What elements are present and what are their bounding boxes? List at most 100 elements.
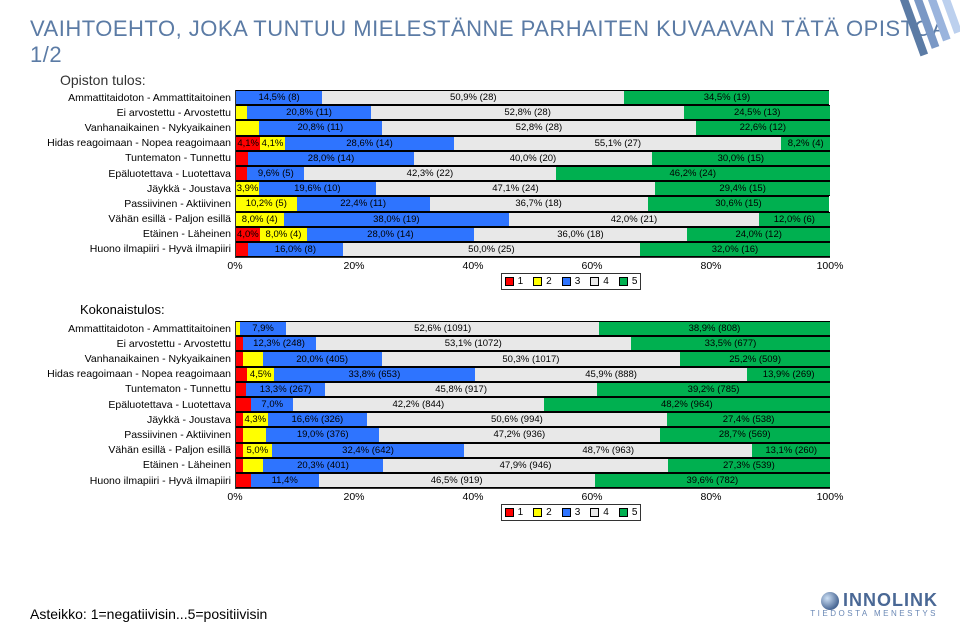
- chart-row: Ammattitaidoton - Ammattitaitoinen14,5% …: [30, 90, 830, 105]
- segment-label: 9,6% (5): [258, 168, 294, 179]
- bar-segment: 55,1% (27): [454, 136, 781, 151]
- bar-segment: 16,6% (326): [268, 412, 367, 427]
- axis-tick: 60%: [581, 491, 602, 503]
- axis-tick: 20%: [343, 491, 364, 503]
- segment-label: 53,1% (1072): [445, 338, 502, 349]
- segment-label: 4,0%: [237, 229, 259, 240]
- segment-label: 45,9% (888): [585, 369, 637, 380]
- bar-segment: 8,0% (4): [260, 227, 308, 242]
- bar-segment: 16,0% (8): [248, 242, 343, 257]
- segment-label: 42,2% (844): [392, 399, 444, 410]
- bar-segment: 12,3% (248): [243, 336, 316, 351]
- bar-segment: 4,5%: [247, 367, 274, 382]
- bar-segment: 28,6% (14): [285, 136, 455, 151]
- segment-label: 42,0% (21): [611, 214, 657, 225]
- row-label: Hidas reagoimaan - Nopea reagoimaan: [30, 137, 235, 149]
- segment-label: 7,9%: [252, 323, 274, 334]
- bar-segment: 22,6% (12): [696, 120, 830, 135]
- chart-row: Passiivinen - Aktiivinen19,0% (376)47,2%…: [30, 427, 830, 442]
- chart-row: Vanhanaikainen - Nykyaikainen20,8% (11)5…: [30, 120, 830, 135]
- bar-segment: 34,5% (19): [624, 90, 829, 105]
- bar-area: 19,0% (376)47,2% (936)28,7% (569): [235, 427, 830, 442]
- bar-segment: 38,9% (808): [599, 321, 830, 336]
- legend: 1 23 45: [501, 504, 641, 521]
- bar-segment: 9,6% (5): [247, 166, 304, 181]
- bar-segment: 11,4%: [251, 473, 319, 488]
- row-label: Epäluotettava - Luotettava: [30, 168, 235, 180]
- legend-item: 3: [562, 507, 581, 518]
- bar-segment: 25,2% (509): [680, 351, 830, 366]
- axis-tick: 80%: [700, 260, 721, 272]
- segment-label: 52,8% (28): [516, 122, 562, 133]
- legend-swatch: [533, 508, 542, 517]
- row-label: Vanhanaikainen - Nykyaikainen: [30, 353, 235, 365]
- bar-area: 20,8% (11) 52,8% (28) 22,6% (12): [235, 120, 830, 135]
- bar-segment: 30,6% (15): [648, 196, 830, 211]
- bar-segment: 19,0% (376): [266, 427, 379, 442]
- bar-segment: 4,1%: [260, 136, 284, 151]
- segment-label: 24,0% (12): [735, 229, 781, 240]
- bar-segment: 50,3% (1017): [382, 351, 681, 366]
- bar-segment: 50,9% (28): [322, 90, 624, 105]
- bar-segment: [236, 382, 246, 397]
- bar-area: 4,1%4,1%28,6% (14)55,1% (27)8,2% (4): [235, 136, 830, 151]
- legend-label: 2: [546, 276, 552, 287]
- legend-label: 4: [603, 507, 609, 518]
- chart1-subtitle: Opiston tulos:: [0, 72, 960, 88]
- bar-area: 7,0%42,2% (844)48,2% (964): [235, 397, 830, 412]
- segment-label: 50,9% (28): [450, 92, 496, 103]
- segment-label: 28,6% (14): [346, 138, 392, 149]
- brand-name: INNOLINK: [843, 590, 938, 610]
- bar-segment: [236, 473, 251, 488]
- chart-row: Passiivinen - Aktiivinen10,2% (5)22,4% (…: [30, 196, 830, 211]
- segment-label: 13,9% (269): [763, 369, 815, 380]
- chart-row: Tuntematon - Tunnettu13,3% (267)45,8% (9…: [30, 382, 830, 397]
- legend-item: 1: [505, 507, 524, 518]
- axis-tick: 100%: [817, 491, 844, 503]
- chart-row: Ei arvostettu - Arvostettu12,3% (248)53,…: [30, 336, 830, 351]
- bar-segment: 7,9%: [240, 321, 287, 336]
- chart-row: Tuntematon - Tunnettu28,0% (14)40,0% (20…: [30, 151, 830, 166]
- legend-item: 2: [533, 276, 552, 287]
- chart-row: Ammattitaidoton - Ammattitaitoinen7,9%52…: [30, 321, 830, 336]
- segment-label: 30,6% (15): [715, 198, 761, 209]
- segment-label: 30,0% (15): [718, 153, 764, 164]
- bar-area: 9,6% (5)42,3% (22)46,2% (24): [235, 166, 830, 181]
- row-label: Ammattitaidoton - Ammattitaitoinen: [30, 323, 235, 335]
- legend-item: 3: [562, 276, 581, 287]
- bar-segment: 8,0% (4): [236, 212, 284, 227]
- legend-item: 2: [533, 507, 552, 518]
- segment-label: 36,0% (18): [557, 229, 603, 240]
- bar-segment: 4,3%: [243, 412, 269, 427]
- bar-segment: 8,2% (4): [781, 136, 830, 151]
- asteikko-footer: Asteikko: 1=negatiivisin...5=positiivisi…: [30, 606, 267, 622]
- chart-opiston: Ammattitaidoton - Ammattitaitoinen14,5% …: [30, 90, 830, 290]
- legend-item: 4: [590, 507, 609, 518]
- chart-row: Jäykkä - Joustava3,9%19,6% (10)47,1% (24…: [30, 181, 830, 196]
- legend-label: 2: [546, 507, 552, 518]
- legend-item: 4: [590, 276, 609, 287]
- row-label: Ei arvostettu - Arvostettu: [30, 107, 235, 119]
- bar-area: 10,2% (5)22,4% (11)36,7% (18)30,6% (15): [235, 196, 830, 211]
- segment-label: 16,6% (326): [291, 414, 343, 425]
- bar-area: 28,0% (14)40,0% (20)30,0% (15): [235, 151, 830, 166]
- segment-label: 48,2% (964): [661, 399, 713, 410]
- segment-label: 25,2% (509): [729, 354, 781, 365]
- bar-segment: 32,4% (642): [272, 443, 464, 458]
- row-label: Vähän esillä - Paljon esillä: [30, 444, 235, 456]
- segment-label: 8,0% (4): [242, 214, 278, 225]
- row-label: Passiivinen - Aktiivinen: [30, 198, 235, 210]
- bar-segment: 20,8% (11): [259, 120, 383, 135]
- bar-segment: 3,9%: [236, 181, 259, 196]
- segment-label: 45,8% (917): [435, 384, 487, 395]
- segment-label: 27,4% (538): [723, 414, 775, 425]
- legend-item: 1: [505, 276, 524, 287]
- row-label: Epäluotettava - Luotettava: [30, 399, 235, 411]
- bar-segment: 36,7% (18): [430, 196, 648, 211]
- legend-item: 5: [619, 507, 638, 518]
- segment-label: 20,8% (11): [286, 107, 332, 118]
- bar-area: 20,3% (401)47,9% (946)27,3% (539): [235, 458, 830, 473]
- legend-item: 5: [619, 276, 638, 287]
- segment-label: 33,5% (677): [705, 338, 757, 349]
- segment-label: 13,3% (267): [260, 384, 312, 395]
